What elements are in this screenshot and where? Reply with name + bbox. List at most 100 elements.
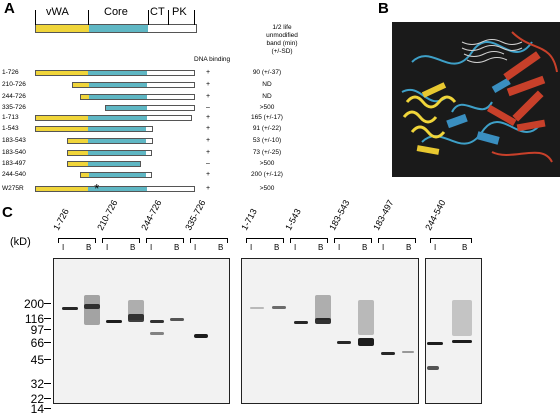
gel-band <box>315 295 331 320</box>
dna-binding-value: + <box>205 114 211 121</box>
half-life-value: >500 <box>259 104 275 111</box>
gel-band <box>427 342 443 345</box>
dna-binding-value: + <box>205 81 211 88</box>
construct-name: W275R <box>2 185 24 192</box>
construct-bar <box>105 105 195 111</box>
mw-marker-label: 200 <box>23 297 44 311</box>
half-life-value: 91 (+/-22) <box>252 125 282 132</box>
construct-bar <box>79 94 195 100</box>
gel-band <box>381 352 395 355</box>
dna-binding-value: + <box>205 93 211 100</box>
domain-core-label: Core <box>104 6 128 18</box>
lane-i-label: I <box>150 243 153 252</box>
construct-bar <box>35 186 195 192</box>
lane-b-label: B <box>362 243 368 252</box>
construct-bar <box>67 161 141 167</box>
dna-binding-value: + <box>205 149 211 156</box>
panel-c-label: C <box>2 204 13 221</box>
lane-bracket <box>378 238 416 243</box>
mw-marker-label: 45 <box>30 353 44 367</box>
lane-i-label: I <box>250 243 253 252</box>
half-life-value: 73 (+/-25) <box>252 149 282 156</box>
gel-band <box>250 307 264 309</box>
construct-bar <box>35 70 195 76</box>
dna-binding-value: + <box>205 69 211 76</box>
gel-band <box>452 300 472 336</box>
lane-bracket <box>430 238 472 243</box>
lane-group-label: 210-726 <box>95 198 120 232</box>
lane-i-label: I <box>106 243 109 252</box>
mw-marker-tick <box>44 383 51 384</box>
gel-band <box>62 307 78 310</box>
gel-band <box>294 321 308 324</box>
lane-b-label: B <box>406 243 412 252</box>
lane-b-label: B <box>174 243 180 252</box>
mw-marker-label: 14 <box>30 402 44 416</box>
construct-name: 1-726 <box>2 69 19 76</box>
construct-name: 1-543 <box>2 125 19 132</box>
mw-marker-tick <box>44 398 51 399</box>
dna-binding-value: + <box>205 185 211 192</box>
mw-marker-tick <box>44 329 51 330</box>
gel-band <box>84 304 100 309</box>
dna-binding-value: – <box>206 104 210 111</box>
lane-b-label: B <box>86 243 92 252</box>
lane-i-label: I <box>434 243 437 252</box>
domain-ct-label: CT <box>150 6 165 18</box>
lane-group-label: 1-543 <box>283 206 303 232</box>
half-life-value: ND <box>262 81 272 88</box>
construct-bar <box>67 138 154 144</box>
mw-marker-label: 32 <box>30 377 44 391</box>
construct-name: 1-713 <box>2 114 19 121</box>
structure-image <box>392 22 560 177</box>
lane-bracket <box>290 238 328 243</box>
mw-marker-tick <box>44 342 51 343</box>
half-life-value: 90 (+/-37) <box>252 69 282 76</box>
construct-name: 183-543 <box>2 137 26 144</box>
lane-group-label: 1-726 <box>51 206 71 232</box>
gel-band <box>272 306 286 309</box>
lane-bracket <box>190 238 228 243</box>
half-life-value: 165 (+/-17) <box>251 114 283 121</box>
gel-band <box>106 320 122 323</box>
lane-group-label: 335-726 <box>183 198 208 232</box>
gel-band <box>452 340 472 343</box>
lane-bracket <box>246 238 284 243</box>
dna-binding-value: + <box>205 125 211 132</box>
dna-binding-value: + <box>205 137 211 144</box>
panel-b-label: B <box>378 0 389 17</box>
gel-band <box>315 318 331 324</box>
mw-marker-tick <box>44 303 51 304</box>
lane-b-label: B <box>130 243 136 252</box>
lane-bracket <box>146 238 184 243</box>
half-life-value: >500 <box>259 160 275 167</box>
lane-bracket <box>102 238 140 243</box>
gel-band <box>427 366 439 370</box>
lane-b-label: B <box>462 243 468 252</box>
lane-i-label: I <box>62 243 65 252</box>
gel-band <box>337 341 351 344</box>
gel-band <box>128 300 144 320</box>
lane-b-label: B <box>218 243 224 252</box>
gel-band <box>358 300 374 335</box>
half-life-header: 1/2 life unmodified band (min) (+/-SD) <box>266 24 298 55</box>
half-life-value: >500 <box>259 185 275 192</box>
lane-bracket <box>334 238 372 243</box>
mw-marker-label: 22 <box>30 392 44 406</box>
lane-group-label: 244-540 <box>423 198 448 232</box>
domain-pk-label: PK <box>172 6 187 18</box>
mw-marker-tick <box>44 359 51 360</box>
mw-marker-label: 97 <box>30 323 44 337</box>
gel-2 <box>241 258 419 404</box>
gel-band <box>194 334 208 338</box>
construct-name: 183-497 <box>2 160 26 167</box>
construct-bar <box>35 115 192 121</box>
lane-group-label: 1-713 <box>239 206 259 232</box>
construct-bar <box>67 150 152 156</box>
mw-marker-label: 116 <box>24 312 44 326</box>
gel-band <box>358 338 374 346</box>
gel-3 <box>425 258 482 404</box>
dna-binding-value: + <box>205 171 211 178</box>
half-life-value: 53 (+/-10) <box>252 137 282 144</box>
lane-i-label: I <box>194 243 197 252</box>
